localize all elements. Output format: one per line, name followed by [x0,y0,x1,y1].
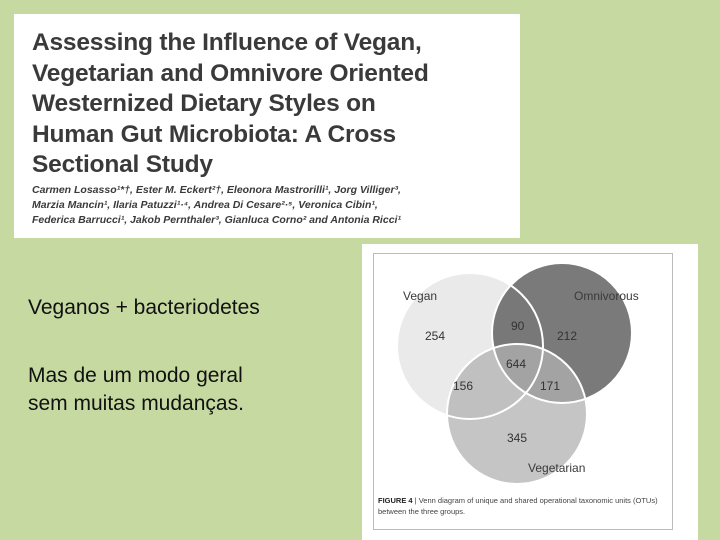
figure-caption: FIGURE 4 | Venn diagram of unique and sh… [378,495,674,517]
paper-title: Assessing the Influence of Vegan, Vegeta… [32,28,502,181]
count-vegan-only: 254 [425,329,445,343]
slide-text-general-note: Mas de um modo geral sem muitas mudanças… [28,362,358,418]
count-vegan-omnivorous: 90 [511,319,525,333]
venn-diagram: Vegan Omnivorous Vegetarian 254 212 345 … [396,262,639,485]
count-omnivorous-only: 212 [557,329,577,343]
author-line: Carmen Losasso¹*†, Ester M. Eckert²†, El… [32,184,401,196]
author-line: Marzia Mancin¹, Ilaria Patuzzi¹·⁴, Andre… [32,199,378,211]
slide-text-line: Mas de um modo geral [28,364,243,387]
paper-title-line: Assessing the Influence of Vegan, [32,29,422,56]
paper-title-line: Westernized Dietary Styles on [32,90,376,117]
slide-text-bacteroidetes: Veganos + bacteriodetes [28,296,260,319]
count-all-three: 644 [506,357,526,371]
paper-header-card: Assessing the Influence of Vegan, Vegeta… [14,14,520,238]
slide-text-line: sem muitas mudanças. [28,392,244,415]
vegan-outline [396,272,544,420]
count-omnivorous-vegetarian: 171 [540,379,560,393]
vegetarian-circle [447,344,587,484]
vegetarian-outline [446,343,588,485]
count-vegan-vegetarian: 156 [453,379,473,393]
omnivorous-label: Omnivorous [574,289,639,303]
author-line: Federica Barrucci¹, Jakob Pernthaler³, G… [32,214,401,226]
paper-authors: Carmen Losasso¹*†, Ester M. Eckert²†, El… [32,183,512,228]
paper-title-line: Sectional Study [32,151,213,178]
vegan-label: Vegan [403,289,437,303]
paper-title-line: Human Gut Microbiota: A Cross [32,120,396,148]
caption-text: | Venn diagram of unique and shared oper… [378,496,658,516]
venn-figure-frame: Vegan Omnivorous Vegetarian 254 212 345 … [373,253,673,530]
caption-label: FIGURE 4 [378,496,413,505]
omnivorous-outline [491,262,633,404]
paper-title-line: Vegetarian and Omnivore Oriented [32,59,429,87]
venn-figure-card: Vegan Omnivorous Vegetarian 254 212 345 … [362,244,698,540]
count-vegetarian-only: 345 [507,431,527,445]
vegetarian-label: Vegetarian [528,461,585,475]
